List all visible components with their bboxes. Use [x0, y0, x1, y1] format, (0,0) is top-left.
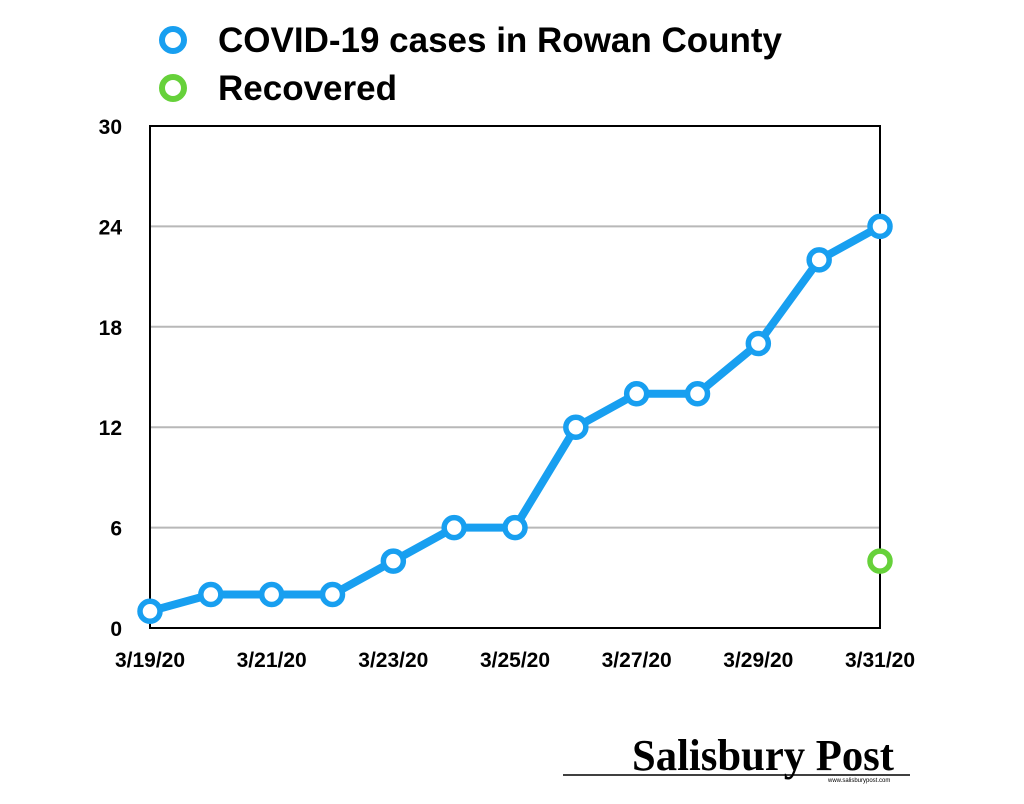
logo-text: Salisbury Post — [632, 731, 894, 780]
data-point — [867, 548, 893, 574]
gridlines — [150, 225, 880, 529]
plot-frame — [149, 125, 881, 629]
y-axis-ticks: 0 6 12 18 24 30 — [99, 116, 123, 641]
y-tick-label: 24 — [99, 216, 123, 239]
data-point — [258, 581, 285, 608]
x-tick-label: 3/21/20 — [237, 649, 307, 672]
data-point — [867, 213, 893, 240]
series-line-0 — [146, 222, 884, 616]
x-tick-label: 3/19/20 — [115, 649, 185, 672]
x-tick-label: 3/27/20 — [602, 649, 672, 672]
x-tick-label: 3/31/20 — [845, 649, 915, 672]
data-point — [563, 414, 589, 440]
data-point — [806, 247, 832, 273]
data-point — [137, 598, 163, 625]
salisbury-post-logo: Salisbury Post www.salisburypost.com — [563, 731, 910, 784]
x-tick-label: 3/25/20 — [480, 649, 550, 672]
data-point — [684, 380, 711, 407]
y-tick-label: 12 — [99, 417, 122, 440]
data-point — [502, 514, 528, 541]
x-tick-label: 3/29/20 — [723, 649, 793, 672]
data-point — [198, 581, 224, 608]
y-tick-label: 30 — [99, 116, 122, 139]
y-tick-label: 18 — [99, 317, 123, 340]
x-axis-ticks: 3/19/20 3/21/20 3/23/20 3/25/20 3/27/20 3/29/… — [115, 649, 915, 672]
legend-label: COVID-19 cases in Rowan County — [218, 21, 783, 60]
series-layer — [137, 213, 893, 625]
x-tick-label: 3/23/20 — [358, 649, 428, 672]
data-point — [319, 581, 346, 608]
y-tick-label: 0 — [110, 618, 122, 641]
data-point — [745, 330, 772, 357]
data-point — [623, 380, 650, 407]
y-tick-label: 6 — [110, 518, 122, 541]
legend-marker — [159, 74, 187, 102]
logo-url: www.salisburypost.com — [827, 778, 890, 784]
data-point — [380, 548, 407, 574]
data-point — [441, 514, 467, 541]
legend: COVID-19 cases in Rowan County Recovered — [159, 21, 783, 108]
legend-label: Recovered — [218, 69, 397, 108]
legend-marker — [159, 26, 187, 54]
